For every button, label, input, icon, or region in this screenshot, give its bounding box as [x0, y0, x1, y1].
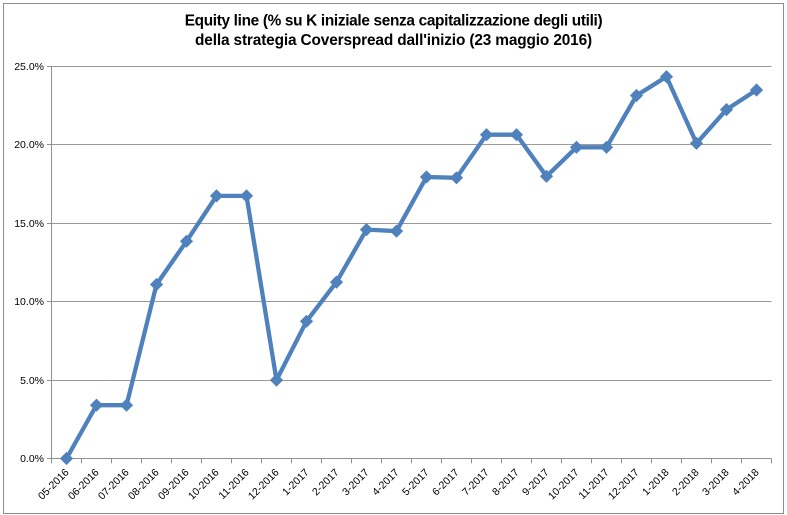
- svg-text:15.0%: 15.0%: [14, 218, 44, 230]
- svg-text:25.0%: 25.0%: [14, 61, 44, 73]
- svg-text:5.0%: 5.0%: [20, 375, 44, 387]
- svg-text:Equity line (% su K iniziale s: Equity line (% su K iniziale senza capit…: [185, 12, 603, 29]
- svg-text:della strategia Coverspread da: della strategia Coverspread dall'inizio …: [195, 32, 592, 49]
- svg-text:0.0%: 0.0%: [20, 453, 44, 465]
- svg-text:10.0%: 10.0%: [14, 296, 44, 308]
- svg-text:20.0%: 20.0%: [14, 139, 44, 151]
